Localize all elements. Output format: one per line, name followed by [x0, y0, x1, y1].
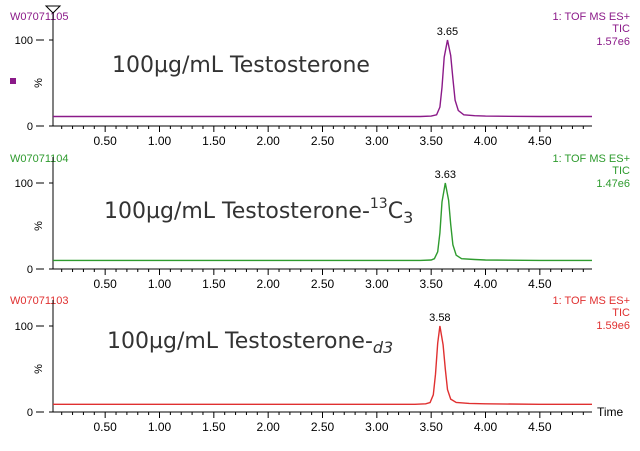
x-tick-label: 3.00 [365, 277, 389, 291]
x-tick-label: 2.50 [311, 277, 335, 291]
x-tick-label: 2.00 [256, 277, 280, 291]
mode-label: TIC [612, 307, 630, 319]
y-tick-label: 0 [27, 121, 33, 133]
instrument-label: 1: TOF MS ES+ [552, 11, 630, 23]
peak-label: 3.63 [435, 169, 456, 181]
x-tick-label: 1.00 [148, 134, 172, 148]
y-tick-label: 100 [15, 178, 33, 190]
instrument-label: 1: TOF MS ES+ [552, 153, 630, 165]
y-axis-label: % [33, 78, 45, 88]
y-tick-label: 0 [27, 264, 33, 276]
title-base: C [388, 199, 403, 224]
mode-label: TIC [612, 165, 630, 177]
x-tick-label: 2.00 [256, 134, 280, 148]
y-tick-label: 0 [27, 407, 33, 419]
sample-id-label: W07071104 [10, 153, 69, 165]
x-tick-label: 1.00 [148, 420, 172, 434]
x-tick-label: 1.50 [202, 420, 226, 434]
chart-annotation-title: 100µg/mL Testosterone-d3 [107, 329, 393, 357]
series-line [53, 39, 592, 118]
title-main: 100µg/mL Testosterone- [104, 199, 370, 224]
title-superscript: 13 [370, 196, 388, 212]
x-tick-label: 4.00 [474, 134, 498, 148]
x-tick-label: 2.00 [256, 420, 280, 434]
series-line [53, 325, 592, 405]
chart-annotation-title: 100µg/mL Testosterone-13C3 [104, 196, 413, 227]
series-line [53, 182, 592, 262]
chart-annotation-title: 100µg/mL Testosterone [112, 53, 370, 78]
x-axis-label: Time [597, 405, 624, 419]
title-subscript: d3 [373, 338, 393, 357]
intensity-label: 1.47e6 [596, 178, 630, 190]
intensity-label: 1.57e6 [596, 36, 630, 48]
x-tick-label: 3.50 [419, 277, 443, 291]
instrument-label: 1: TOF MS ES+ [552, 295, 630, 307]
y-tick-label: 100 [15, 321, 33, 333]
peak-label: 3.65 [437, 26, 458, 38]
x-tick-label: 0.50 [93, 420, 117, 434]
y-tick-label: 100 [15, 35, 33, 47]
x-tick-label: 3.50 [419, 420, 443, 434]
sample-id-label: W07071103 [10, 295, 69, 307]
x-tick-label: 3.50 [419, 134, 443, 148]
y-axis-label: % [33, 364, 45, 374]
x-tick-label: 4.00 [474, 277, 498, 291]
x-tick-label: 2.50 [311, 134, 335, 148]
title-main: 100µg/mL Testosterone- [107, 329, 373, 354]
sample-id-label: W07071105 [10, 11, 69, 23]
intensity-label: 1.59e6 [596, 320, 630, 332]
x-tick-label: 3.00 [365, 420, 389, 434]
peak-label: 3.58 [429, 312, 450, 324]
x-tick-label: 1.50 [202, 134, 226, 148]
x-tick-label: 0.50 [93, 277, 117, 291]
x-tick-label: 1.50 [202, 277, 226, 291]
title-main: 100µg/mL Testosterone [112, 53, 370, 78]
x-tick-label: 4.50 [528, 420, 552, 434]
series-marker-square [10, 78, 16, 84]
x-tick-label: 3.00 [365, 134, 389, 148]
x-tick-label: 4.50 [528, 134, 552, 148]
x-tick-label: 1.00 [148, 277, 172, 291]
axis-marker-triangle [44, 5, 62, 14]
x-tick-label: 2.50 [311, 420, 335, 434]
x-tick-label: 4.50 [528, 277, 552, 291]
x-tick-label: 0.50 [93, 134, 117, 148]
x-tick-label: 4.00 [474, 420, 498, 434]
mode-label: TIC [612, 23, 630, 35]
y-axis-label: % [33, 221, 45, 231]
title-subscript: 3 [403, 208, 413, 227]
